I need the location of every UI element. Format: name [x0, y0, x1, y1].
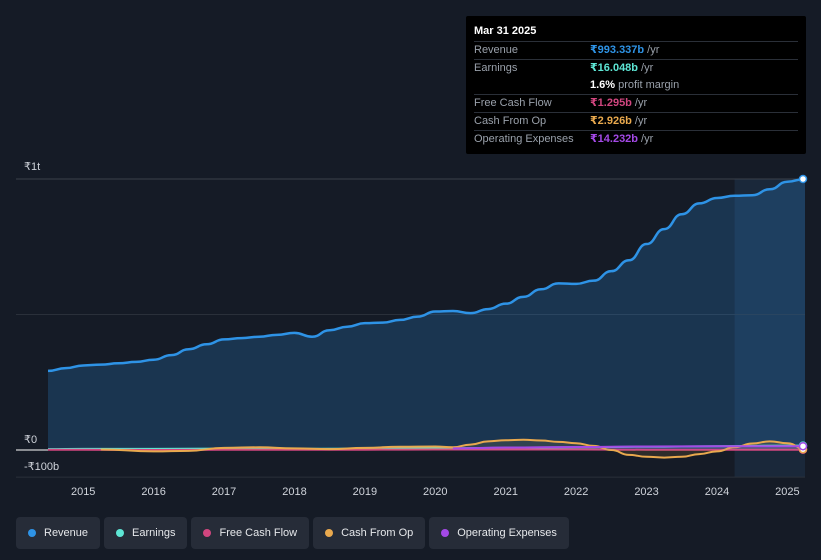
tooltip-unit: /yr	[641, 133, 654, 145]
legend-dot-icon	[203, 529, 212, 537]
tooltip-row-operating-expenses: Operating Expenses ₹14.232b /yr	[474, 131, 798, 148]
series-end-marker-operating-expenses	[798, 441, 808, 451]
x-tick-label: 2017	[212, 486, 236, 498]
series-line-free-cash-flow	[48, 448, 805, 452]
tooltip-row-free-cash-flow: Free Cash Flow ₹1.295b /yr	[474, 95, 798, 113]
tooltip-unit: /yr	[634, 97, 648, 109]
legend-label: Revenue	[44, 527, 89, 539]
series-end-marker-revenue	[798, 174, 808, 184]
x-tick-label: 2022	[564, 486, 588, 498]
legend-label: Free Cash Flow	[219, 527, 298, 539]
tooltip-row-revenue: Revenue ₹993.337b /yr	[474, 42, 798, 60]
legend-label: Operating Expenses	[457, 527, 557, 539]
series-line-revenue	[47, 177, 806, 373]
legend-dot-icon	[441, 529, 450, 537]
x-tick-label: 2021	[493, 486, 517, 498]
tooltip-unit: /yr	[641, 62, 654, 74]
tooltip-unit: /yr	[647, 44, 660, 56]
series-line-operating-expenses	[452, 445, 805, 450]
y-tick-label-bottom: -₹100b	[24, 461, 59, 473]
x-tick-label: 2019	[353, 486, 377, 498]
tooltip-label: Operating Expenses	[474, 133, 574, 145]
tooltip-value: ₹2.926b	[590, 115, 632, 127]
legend-label: Cash From Op	[341, 527, 414, 539]
series-line-cash-from-op	[100, 438, 806, 459]
tooltip-row-profit-margin: 1.6% profit margin	[474, 77, 798, 95]
legend-dot-icon	[116, 529, 125, 537]
legend: Revenue Earnings Free Cash Flow Cash Fro…	[16, 517, 569, 549]
x-tick-label: 2018	[282, 486, 306, 498]
tooltip-date: Mar 31 2025	[474, 24, 798, 42]
tooltip-label: Revenue	[474, 44, 519, 56]
tooltip-value: ₹16.048b	[590, 62, 639, 74]
tooltip-label: Free Cash Flow	[474, 97, 552, 109]
x-tick-label: 2025	[775, 486, 799, 498]
series-layer	[47, 174, 808, 459]
tooltip-label: Earnings	[474, 62, 518, 74]
forecast-shade	[734, 179, 805, 478]
x-tick-label: 2023	[634, 486, 658, 498]
legend-item-revenue[interactable]: Revenue	[16, 517, 101, 549]
chart-area: ₹1t ₹0 -₹100b 2015 2016 2017 2018 2019 2020 20…	[16, 161, 808, 498]
y-tick-label-top: ₹1t	[24, 161, 40, 173]
legend-label: Earnings	[132, 527, 176, 539]
tooltip-unit: profit margin	[618, 79, 680, 91]
legend-item-earnings[interactable]: Earnings	[104, 517, 188, 549]
legend-dot-icon	[325, 529, 334, 537]
tooltip-value: ₹1.295b	[590, 97, 632, 109]
x-tick-label: 2015	[71, 486, 95, 498]
tooltip-panel: Mar 31 2025 Revenue ₹993.337b /yr Earnin…	[466, 16, 806, 154]
legend-item-operating-expenses[interactable]: Operating Expenses	[429, 517, 569, 549]
tooltip-row-earnings: Earnings ₹16.048b /yr	[474, 60, 798, 77]
x-tick-label: 2020	[423, 486, 447, 498]
tooltip-value: ₹14.232b	[590, 133, 639, 145]
y-tick-label-zero: ₹0	[24, 434, 37, 446]
tooltip-row-cash-from-op: Cash From Op ₹2.926b /yr	[474, 113, 798, 131]
tooltip-value: ₹993.337b	[590, 44, 645, 56]
x-tick-label: 2016	[141, 486, 165, 498]
x-axis-ticks: 2015 2016 2017 2018 2019 2020 2021 2022 2023 2024…	[71, 486, 800, 498]
legend-dot-icon	[28, 529, 36, 537]
tooltip-label	[474, 77, 590, 94]
tooltip-unit: /yr	[634, 115, 648, 127]
legend-item-free-cash-flow[interactable]: Free Cash Flow	[191, 517, 310, 549]
legend-item-cash-from-op[interactable]: Cash From Op	[313, 517, 426, 549]
tooltip-value: 1.6%	[590, 79, 616, 91]
x-tick-label: 2024	[705, 486, 729, 498]
tooltip-label: Cash From Op	[474, 115, 547, 127]
